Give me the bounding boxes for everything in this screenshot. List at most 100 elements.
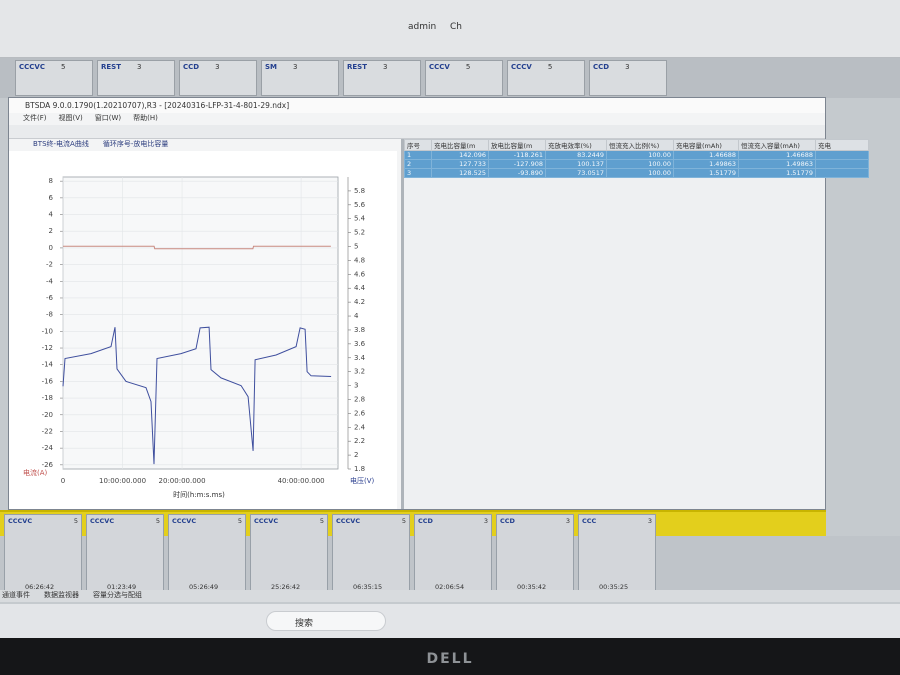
column-header: 恒流充入比例(%) (606, 139, 674, 151)
y2-tick-label: 3.2 (354, 368, 365, 376)
bottom-tabs: 通道事件 数据监视器 容量分选与配组 (0, 590, 900, 602)
channel-strip-bottom: CCCVC 5 06:26:42 CCCVC 5 01:23:49 CCCVC 5 05:26:… (0, 514, 900, 598)
channel-mode: CCCVC (254, 517, 279, 525)
channel-card: CCCVC 5 01:23:49 (86, 514, 164, 596)
table-header: 序号 充电比容量(m 放电比容量(m 充放电效率(%) 恒流充入比例(%) 充电容量(mA… (404, 139, 869, 151)
y2-tick-label: 5.6 (354, 201, 366, 209)
channel-mode: CCD (418, 517, 433, 525)
channel-mode: REST (101, 63, 121, 71)
y2-tick-label: 3.6 (354, 340, 366, 348)
y-tick-label: 2 (49, 227, 53, 235)
menu-item[interactable]: 视图(V) (58, 114, 83, 122)
x-tick-label: 20:00:00.000 (159, 477, 206, 485)
column-header: 充电比容量(m (431, 139, 489, 151)
table-cell: -127.908 (488, 159, 546, 169)
table-cell-empty (815, 150, 869, 160)
channel-step: 3 (383, 63, 388, 71)
data-table: 序号 充电比容量(m 放电比容量(m 充放电效率(%) 恒流充入比例(%) 充电容量(mA… (404, 139, 869, 178)
channel-card: CCCVC 5 06:26:42 (4, 514, 82, 596)
bottom-tab[interactable]: 数据监视器 (44, 591, 79, 599)
table-cell: 1.49863 (738, 159, 816, 169)
table-cell: 128.525 (431, 168, 489, 178)
y2-tick-label: 5 (354, 243, 358, 251)
bottom-tab[interactable]: 通道事件 (2, 591, 30, 599)
table-row[interactable]: 1 142.096 -118.261 83.2449 100.00 1.46688 1.46… (404, 150, 869, 160)
channel-time: 06:35:15 (353, 583, 383, 591)
column-header: 恒流充入容量(mAh) (738, 139, 816, 151)
table-cell: 3 (404, 168, 432, 178)
channel-time: 00:35:42 (517, 583, 547, 591)
window-title: BTSDA 9.0.0.1790(1.20210707),R3 - [20240… (9, 98, 825, 113)
channel-step: 3 (625, 63, 630, 71)
channel-card: REST 3 (343, 60, 421, 96)
table-cell: 1.51779 (673, 168, 739, 178)
table-cell-empty (815, 159, 869, 169)
column-header: 充电容量(mAh) (673, 139, 739, 151)
x-tick-label: 10:00:00.000 (99, 477, 146, 485)
bottom-tab[interactable]: 容量分选与配组 (93, 591, 142, 599)
y-tick-label: -26 (42, 461, 54, 469)
browser-bar: admin Ch (0, 0, 900, 58)
channel-card: CCC 3 00:35:25 (578, 514, 656, 596)
chart-tabs: BTS终-电流A曲线 循环序号-放电比容量 (9, 139, 399, 150)
channel-time: 01:23:49 (107, 583, 137, 591)
table-cell: 1.46688 (673, 150, 739, 160)
channel-mode: CCD (593, 63, 610, 71)
monitor-bezel: DELL (0, 638, 900, 675)
y2-tick-label: 4.6 (354, 270, 366, 278)
x-tick-label: 0 (61, 477, 65, 485)
table-cell: -118.261 (488, 150, 546, 160)
channel-time: 00:35:25 (599, 583, 629, 591)
y-tick-label: 0 (49, 244, 53, 252)
channel-card: CCCV 5 (425, 60, 503, 96)
x-axis-label: 时间(h:m:s.ms) (173, 490, 225, 499)
user-name: admin (408, 22, 437, 32)
table-cell: -93.890 (488, 168, 546, 178)
channel-card: CCD 3 02:06:54 (414, 514, 492, 596)
y2-tick-label: 4.8 (354, 256, 365, 264)
channel-step: 5 (401, 517, 406, 525)
y-tick-label: -24 (42, 444, 54, 452)
table-cell: 1.46688 (738, 150, 816, 160)
chart: 8 6 4 2 0 -2 -4 -6 -8 -10 -12 -14 -16 -18 -20 -22 -24 -26… (9, 151, 397, 509)
channel-step: 3 (483, 517, 488, 525)
y2-tick-label: 3 (354, 382, 358, 390)
y-tick-label: 4 (49, 211, 54, 219)
table-row[interactable]: 3 128.525 -93.890 73.0517 100.00 1.51779 1.517… (404, 168, 869, 178)
y-tick-label: -18 (42, 394, 53, 402)
table-cell: 100.00 (606, 159, 674, 169)
search-box[interactable]: 搜索 (266, 611, 386, 631)
menu-item[interactable]: 窗口(W) (94, 114, 122, 122)
channel-card: CCCVC 5 25:26:42 (250, 514, 328, 596)
y2-tick-label: 4.2 (354, 298, 365, 306)
chart-tab[interactable]: 循环序号-放电比容量 (102, 140, 169, 148)
channel-step: 5 (319, 517, 324, 525)
channel-strip-top: CCCVC 5 REST 3 CCD 3 SM 3 REST 3 CCCV 5 CCCV 5 CCD 3 (0, 58, 900, 98)
y2-tick-label: 5.8 (354, 187, 365, 195)
channel-mode: CCD (500, 517, 515, 525)
y2-tick-label: 2.6 (354, 409, 366, 417)
table-row[interactable]: 2 127.733 -127.908 100.137 100.00 1.49863 1.49… (404, 159, 869, 169)
y2-tick-label: 3.8 (354, 326, 365, 334)
menu-item[interactable]: 帮助(H) (133, 114, 158, 122)
channel-card: CCCV 5 (507, 60, 585, 96)
channel-step: 5 (465, 63, 471, 71)
y2-tick-label: 2.4 (354, 423, 366, 431)
y2-tick-label: 2.8 (354, 395, 365, 403)
y-tick-label: -10 (42, 327, 53, 335)
chart-tab[interactable]: BTS终-电流A曲线 (33, 140, 89, 148)
y2-tick-label: 5.2 (354, 229, 365, 237)
browser-tab[interactable]: Ch (450, 22, 462, 32)
taskbar (0, 604, 900, 638)
menu-item[interactable]: 文件(F) (23, 114, 47, 122)
y2-tick-label: 4.4 (354, 284, 366, 292)
channel-step: 3 (565, 517, 570, 525)
y-axis-label: 电流(A) (23, 468, 48, 477)
channel-mode: CCCVC (172, 517, 197, 525)
channel-time: 05:26:49 (189, 583, 219, 591)
channel-card: CCCVC 5 06:35:15 (332, 514, 410, 596)
table-cell: 1.51779 (738, 168, 816, 178)
channel-card: REST 3 (97, 60, 175, 96)
y-tick-label: -6 (46, 294, 54, 302)
channel-mode: SM (265, 63, 278, 71)
